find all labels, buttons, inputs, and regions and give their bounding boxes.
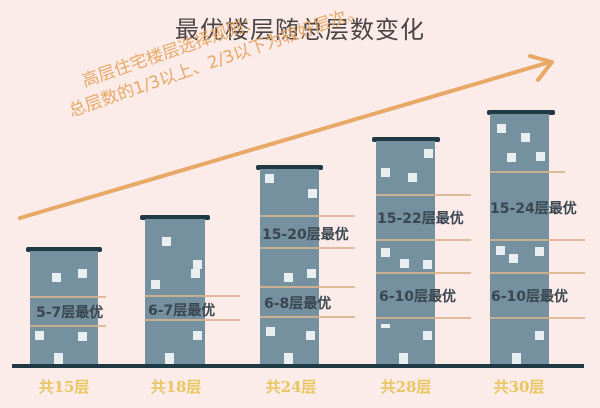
optimal-range-label: 6-10层最优 — [491, 289, 569, 305]
window-icon — [78, 269, 87, 278]
door-icon — [399, 353, 408, 365]
window-icon — [535, 331, 544, 340]
floor-divider — [376, 272, 471, 274]
floor-divider — [30, 296, 106, 298]
door-icon — [512, 353, 521, 365]
window-icon — [35, 331, 44, 340]
window-icon — [52, 273, 61, 282]
building-body — [145, 219, 205, 365]
total-floors-label: 共30层 — [493, 378, 545, 396]
total-floors-label: 共15层 — [38, 378, 90, 396]
window-icon — [284, 273, 293, 282]
window-icon — [193, 260, 202, 269]
roof — [140, 215, 210, 220]
window-icon — [507, 153, 516, 162]
window-icon — [423, 331, 432, 340]
window-icon — [308, 189, 317, 198]
page-title: 最优楼层随总层数变化 — [175, 16, 425, 44]
window-icon — [151, 280, 160, 289]
floor-divider — [490, 272, 585, 274]
door-icon — [54, 353, 63, 365]
total-floors-label: 共18层 — [150, 378, 202, 396]
floor-divider — [376, 239, 471, 241]
roof — [487, 110, 555, 115]
floor-divider — [490, 171, 565, 173]
roof — [372, 137, 440, 142]
floor-divider — [490, 317, 585, 319]
optimal-range-label: 15-20层最优 — [262, 227, 349, 243]
floor-divider — [260, 247, 355, 249]
optimal-range-label: 15-24层最优 — [490, 201, 577, 217]
window-icon — [306, 331, 315, 340]
window-icon — [521, 133, 530, 142]
window-icon — [162, 237, 171, 246]
door-icon — [284, 353, 293, 365]
window-icon — [408, 173, 417, 182]
roof — [26, 247, 102, 252]
window-icon — [265, 174, 274, 183]
floor-divider — [260, 316, 355, 318]
floor-divider — [260, 215, 355, 217]
optimal-range-label: 15-22层最优 — [377, 211, 464, 227]
total-floors-label: 共24层 — [265, 378, 317, 396]
window-icon — [381, 324, 390, 328]
window-icon — [381, 248, 390, 257]
floor-divider — [376, 194, 471, 196]
floor-divider — [145, 319, 240, 321]
window-icon — [193, 331, 202, 340]
window-icon — [496, 246, 505, 255]
window-icon — [509, 254, 518, 263]
optimal-range-label: 5-7层最优 — [36, 305, 104, 321]
ground-line — [12, 364, 584, 368]
window-icon — [307, 269, 316, 278]
window-icon — [497, 124, 506, 133]
window-icon — [266, 327, 275, 336]
floor-divider — [376, 317, 471, 319]
window-icon — [424, 149, 433, 158]
window-icon — [78, 332, 87, 341]
total-floors-label: 共28层 — [380, 378, 432, 396]
window-icon — [536, 152, 545, 161]
window-icon — [400, 259, 409, 268]
optimal-range-label: 6-7层最优 — [148, 303, 216, 319]
window-icon — [535, 247, 544, 256]
window-icon — [381, 168, 390, 177]
floor-divider — [490, 239, 585, 241]
roof — [256, 165, 323, 170]
optimal-range-label: 6-10层最优 — [379, 289, 457, 305]
floor-divider — [260, 286, 355, 288]
window-icon — [191, 269, 200, 278]
floor-divider — [30, 325, 106, 327]
door-icon — [165, 353, 174, 365]
floor-divider — [145, 295, 240, 297]
window-icon — [423, 260, 432, 269]
optimal-range-label: 6-8层最优 — [264, 296, 332, 312]
